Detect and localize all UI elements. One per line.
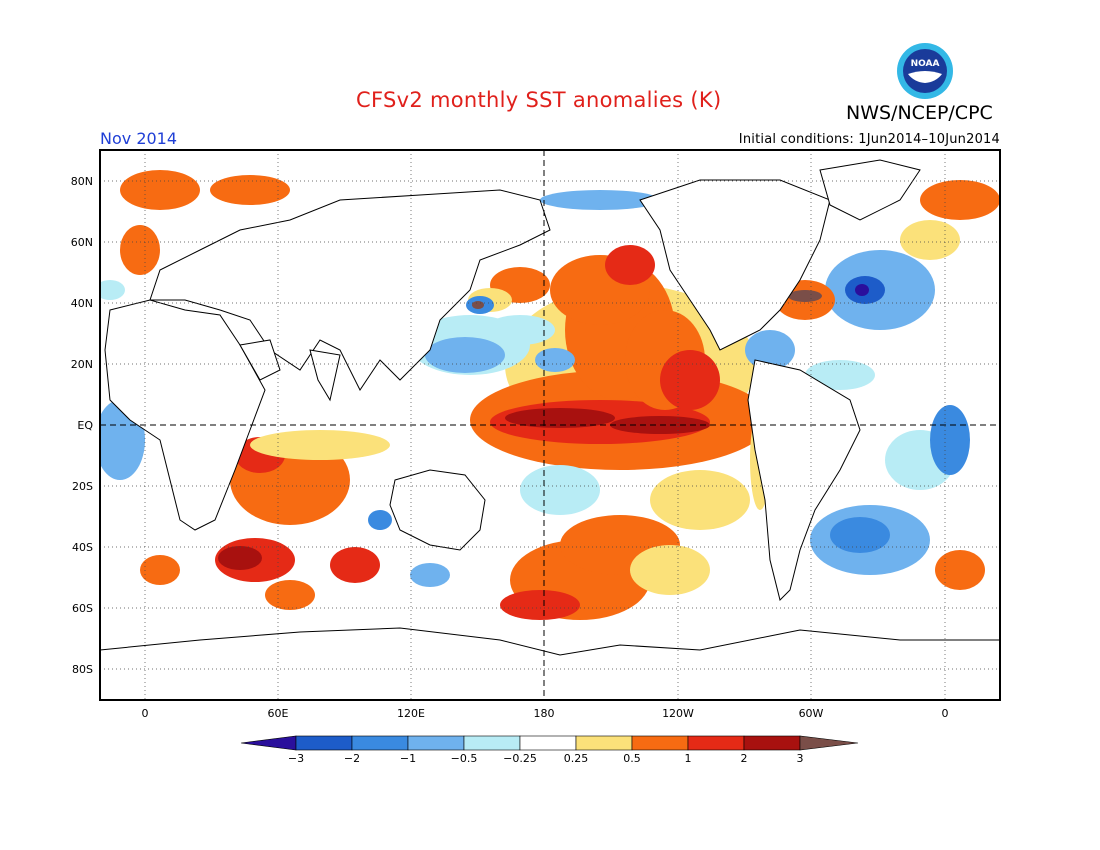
lat-label: 80N: [71, 175, 93, 188]
north-america-land: [639, 179, 831, 351]
lat-label: 40S: [72, 541, 93, 554]
colorbar-swatch: [799, 735, 859, 751]
lat-label: EQ: [77, 419, 93, 432]
lat-label: 20N: [71, 358, 93, 371]
colorbar-swatch: [295, 735, 353, 751]
colorbar-tick-label: −2: [344, 752, 360, 765]
agency-label: NWS/NCEP/CPC: [846, 102, 993, 124]
lat-label: 60N: [71, 236, 93, 249]
colorbar-legend: −3 −2 −1 −0.5 −0.25 0.25 0.5 1 2 3: [240, 735, 859, 765]
lon-label: 0: [942, 707, 949, 720]
initial-conditions: Initial conditions: 1Jun2014–10Jun2014: [738, 132, 1000, 147]
lon-label: 0: [142, 707, 149, 720]
antarctica-land: [100, 627, 1000, 700]
lon-label: 60E: [268, 707, 289, 720]
arabia-land: [239, 339, 281, 381]
colorbar-swatch: [519, 735, 577, 751]
colorbar-tick-label: −3: [288, 752, 304, 765]
lat-label: 20S: [72, 480, 93, 493]
eurasia-land: [149, 189, 551, 391]
colorbar-tick-label: 0.25: [564, 752, 589, 765]
colorbar-swatch: [351, 735, 409, 751]
australia-land: [389, 469, 486, 551]
colorbar-swatch: [407, 735, 465, 751]
colorbar-swatch: [463, 735, 521, 751]
colorbar-swatch: [631, 735, 689, 751]
lat-label: 80S: [72, 663, 93, 676]
colorbar-tick-label: −0.5: [451, 752, 478, 765]
south-america-land: [747, 359, 861, 601]
noaa-logo-icon: NOAA: [897, 43, 953, 99]
colorbar-tick-label: −1: [400, 752, 416, 765]
colorbar-tick-label: 0.5: [623, 752, 641, 765]
lon-labels: 0 60E 120E 180 120W 60W 0: [142, 707, 949, 720]
lat-label: 60S: [72, 602, 93, 615]
colorbar-swatch: [687, 735, 745, 751]
india-land: [309, 349, 341, 402]
lon-label: 120W: [662, 707, 694, 720]
colorbar-tick-label: 1: [685, 752, 692, 765]
africa-land: [104, 299, 266, 531]
colorbar-tick-label: −0.25: [503, 752, 537, 765]
colorbar-tick-label: 2: [741, 752, 748, 765]
colorbar-tick-label: 3: [797, 752, 804, 765]
land-masses: [100, 159, 1000, 700]
colorbar-swatch: [240, 735, 297, 751]
lon-label: 60W: [799, 707, 824, 720]
lon-label: 120E: [397, 707, 425, 720]
logo-text: NOAA: [911, 59, 940, 69]
greenland-land: [819, 159, 921, 221]
lon-label: 180: [534, 707, 555, 720]
colorbar-swatch: [575, 735, 633, 751]
colorbar-swatch: [743, 735, 801, 751]
equator-dateline: [100, 150, 1000, 700]
lat-label: 40N: [71, 297, 93, 310]
lat-labels: 80N 60N 40N 20N EQ 20S 40S 60S 80S: [71, 175, 94, 676]
map-frame: [99, 149, 1001, 701]
forecast-month: Nov 2014: [100, 129, 178, 148]
map-title: CFSv2 monthly SST anomalies (K): [356, 88, 722, 112]
